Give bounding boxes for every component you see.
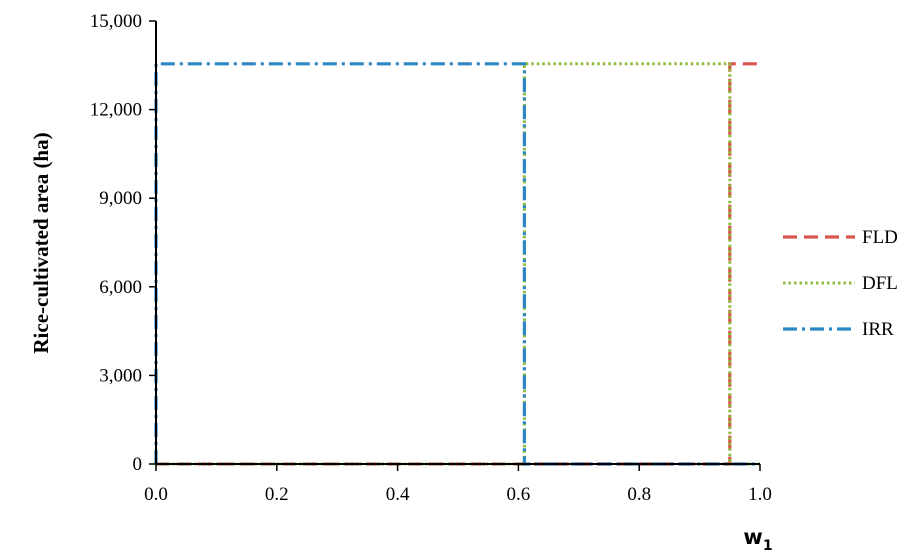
x-tick-label: 0.2 xyxy=(265,484,289,505)
x-tick-label: 0.4 xyxy=(386,484,410,505)
series-line-dfl xyxy=(156,62,760,466)
legend-item-fld: FLD xyxy=(783,227,898,248)
y-tick-label: 6,000 xyxy=(99,277,142,298)
x-axis-title-subscript: 1 xyxy=(763,538,773,554)
series-line-fld xyxy=(156,62,760,466)
legend-item-irr: IRR xyxy=(783,319,894,340)
y-tick-label: 12,000 xyxy=(90,100,142,121)
x-tick-label: 1.0 xyxy=(748,484,772,505)
legend-label: IRR xyxy=(862,319,894,340)
legend-label: DFL xyxy=(862,273,898,294)
x-tick-label: 0.8 xyxy=(627,484,651,505)
axes xyxy=(155,21,760,465)
series-line-irr xyxy=(154,62,760,466)
tick-labels: 0 3,000 6,000 9,000 12,000 15,000 0.0 0.2 0.4 0.6… xyxy=(90,11,772,505)
x-axis-title-main: w xyxy=(743,525,762,549)
y-tick-label: 0 xyxy=(133,454,143,475)
legend-item-dfl: DFL xyxy=(783,273,898,294)
y-tick-label: 15,000 xyxy=(90,11,142,32)
x-axis-title: w1 xyxy=(743,525,772,554)
series-lines xyxy=(154,62,760,466)
legend-label: FLD xyxy=(862,227,898,248)
y-tick-label: 3,000 xyxy=(99,365,142,386)
x-tick-label: 0.0 xyxy=(144,484,168,505)
legend: FLD DFL IRR xyxy=(783,227,898,340)
y-tick-label: 9,000 xyxy=(99,188,142,209)
x-tick-label: 0.6 xyxy=(507,484,531,505)
y-axis-title: Rice-cultivated area (ha) xyxy=(29,132,53,353)
